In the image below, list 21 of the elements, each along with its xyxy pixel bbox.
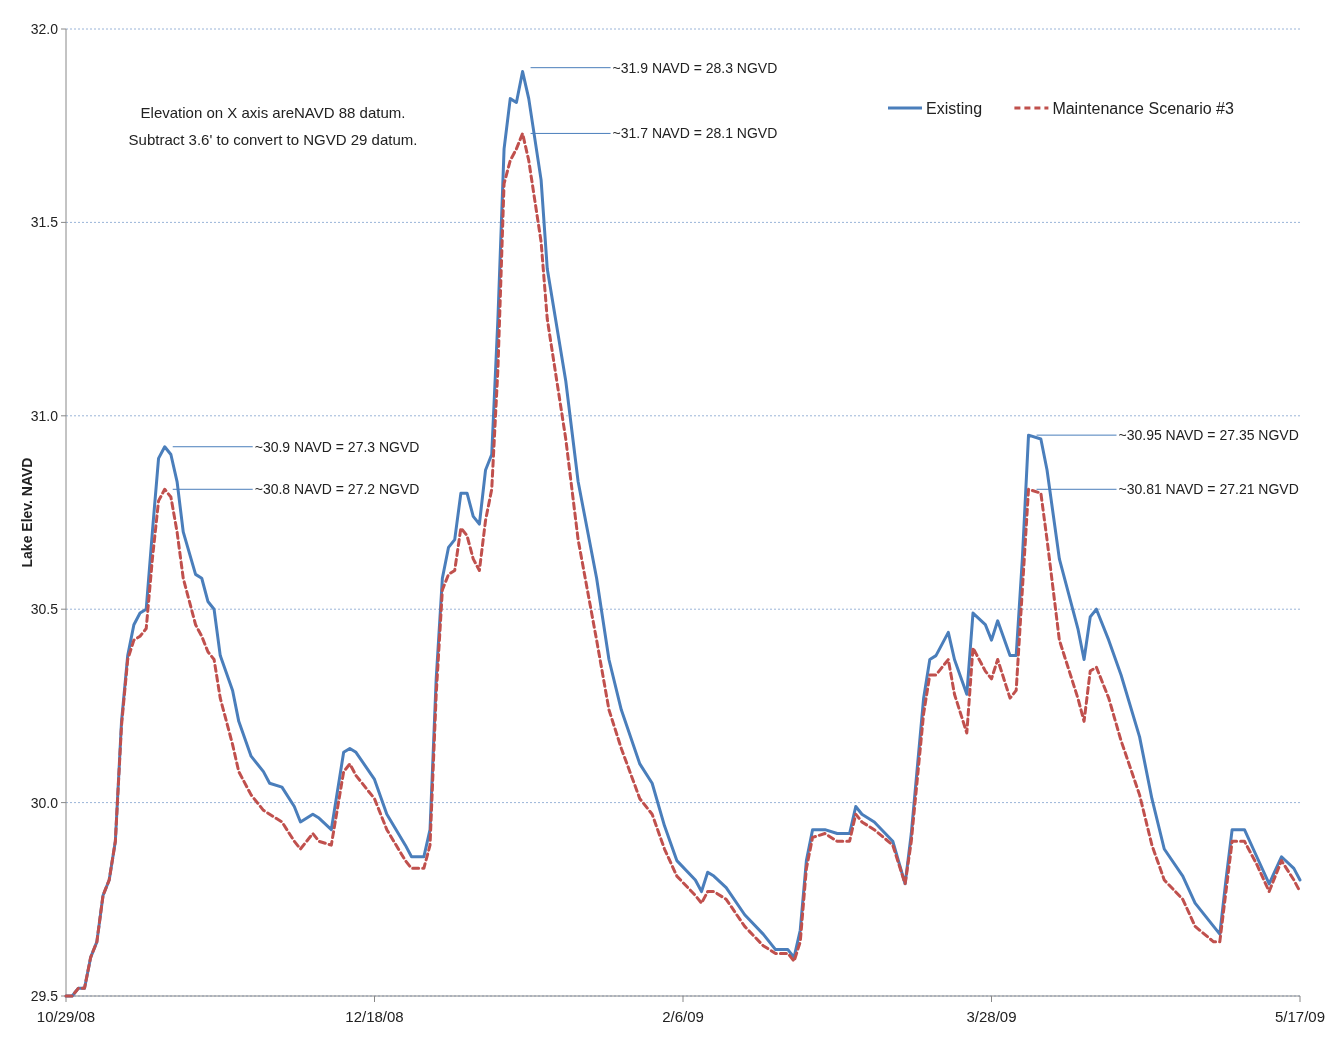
annotation: ~31.9 NAVD = 28.3 NGVD <box>612 59 778 76</box>
x-tick-label: 3/28/09 <box>966 1008 1017 1025</box>
annotation: ~30.95 NAVD = 27.35 NGVD <box>1118 427 1299 444</box>
y-tick-label: 29.5 <box>30 988 59 1004</box>
annotation: Elevation on X axis areNAVD 88 datum. Subtract 3.6' to convert to NGVD 29 datum. <box>128 104 418 148</box>
legend-label: Maintenance Scenario #3 <box>1052 100 1234 117</box>
y-tick-label: 31.0 <box>30 407 59 424</box>
y-tick-label: 32.0 <box>30 21 59 37</box>
x-tick-label: 12/18/08 <box>345 1008 404 1025</box>
annotation: ~30.9 NAVD = 27.3 NGVD <box>254 438 420 455</box>
x-tick-label: 10/29/08 <box>36 1008 96 1025</box>
annotation: ~30.81 NAVD = 27.21 NGVD <box>1118 481 1299 498</box>
annotation: ~30.8 NAVD = 27.2 NGVD <box>254 481 420 498</box>
y-tick-label: 31.5 <box>30 214 59 231</box>
y-tick-label: 30.0 <box>30 794 59 811</box>
annotation: ~31.7 NAVD = 28.1 NGVD <box>612 125 778 142</box>
y-axis-title: Lake Elev. NAVD <box>19 457 35 568</box>
legend-label: Existing <box>926 100 983 117</box>
x-tick-label: 5/17/09 <box>1274 1008 1326 1025</box>
x-tick-label: 2/6/09 <box>662 1008 704 1025</box>
y-tick-label: 30.5 <box>30 601 59 618</box>
